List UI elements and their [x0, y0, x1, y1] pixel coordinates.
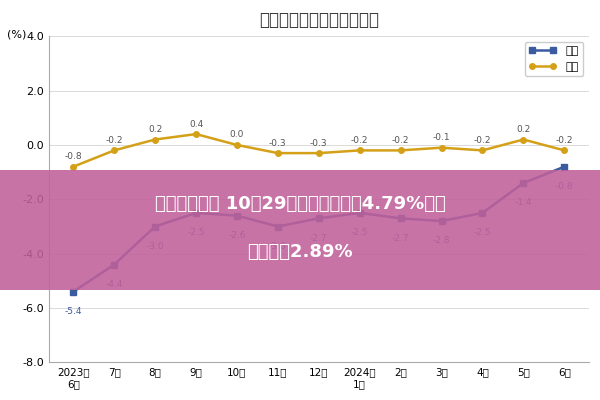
- 环比: [315, 151, 322, 156]
- 环比: [193, 132, 200, 136]
- 同比: [397, 216, 404, 221]
- Text: -0.1: -0.1: [433, 133, 451, 142]
- 同比: [315, 216, 322, 221]
- Text: 在线配资软件 10月29日新天转债下跌4.79%，转: 在线配资软件 10月29日新天转债下跌4.79%，转: [155, 194, 445, 213]
- Text: -4.4: -4.4: [106, 280, 123, 289]
- 环比: [561, 148, 568, 153]
- 环比: [356, 148, 364, 153]
- 环比: [233, 142, 241, 147]
- 同比: [561, 164, 568, 169]
- Text: 股溢价率2.89%: 股溢价率2.89%: [247, 242, 353, 261]
- Line: 同比: 同比: [70, 164, 567, 294]
- 环比: [438, 145, 445, 150]
- 同比: [356, 210, 364, 215]
- 环比: [110, 148, 118, 153]
- 环比: [479, 148, 486, 153]
- Y-axis label: (%): (%): [7, 30, 26, 40]
- 同比: [274, 224, 281, 229]
- Text: -2.6: -2.6: [228, 231, 245, 240]
- Line: 环比: 环比: [70, 131, 567, 170]
- Text: -2.7: -2.7: [310, 234, 328, 243]
- 同比: [110, 262, 118, 267]
- Text: -1.4: -1.4: [515, 198, 532, 207]
- Text: -0.8: -0.8: [556, 182, 573, 191]
- 环比: [70, 164, 77, 169]
- Text: 0.2: 0.2: [148, 125, 162, 134]
- Text: -0.3: -0.3: [269, 138, 287, 148]
- 环比: [151, 137, 158, 142]
- Text: -3.0: -3.0: [269, 242, 287, 251]
- 环比: [274, 151, 281, 156]
- Text: 0.0: 0.0: [230, 130, 244, 140]
- Title: 工业生产者出厂价格涨跌幅: 工业生产者出厂价格涨跌幅: [259, 11, 379, 29]
- 同比: [438, 219, 445, 224]
- Text: -3.0: -3.0: [146, 242, 164, 251]
- 同比: [70, 289, 77, 294]
- 同比: [151, 224, 158, 229]
- Text: -0.2: -0.2: [106, 136, 123, 145]
- Text: -0.3: -0.3: [310, 138, 328, 148]
- 同比: [520, 181, 527, 186]
- 同比: [479, 210, 486, 215]
- 同比: [193, 210, 200, 215]
- Text: -2.5: -2.5: [351, 228, 368, 237]
- 同比: [233, 213, 241, 218]
- Text: -2.5: -2.5: [187, 228, 205, 237]
- Text: -2.7: -2.7: [392, 234, 409, 243]
- Text: 0.4: 0.4: [189, 120, 203, 128]
- Text: -0.2: -0.2: [351, 136, 368, 145]
- Text: -0.2: -0.2: [392, 136, 409, 145]
- Text: -5.4: -5.4: [65, 307, 82, 316]
- Text: -0.8: -0.8: [64, 152, 82, 161]
- Text: -2.5: -2.5: [474, 228, 491, 237]
- 环比: [397, 148, 404, 153]
- Legend: 同比, 环比: 同比, 环比: [524, 42, 583, 76]
- Text: -2.8: -2.8: [433, 236, 451, 245]
- Text: 0.2: 0.2: [516, 125, 530, 134]
- Text: -0.2: -0.2: [474, 136, 491, 145]
- 环比: [520, 137, 527, 142]
- Text: -0.2: -0.2: [556, 136, 573, 145]
